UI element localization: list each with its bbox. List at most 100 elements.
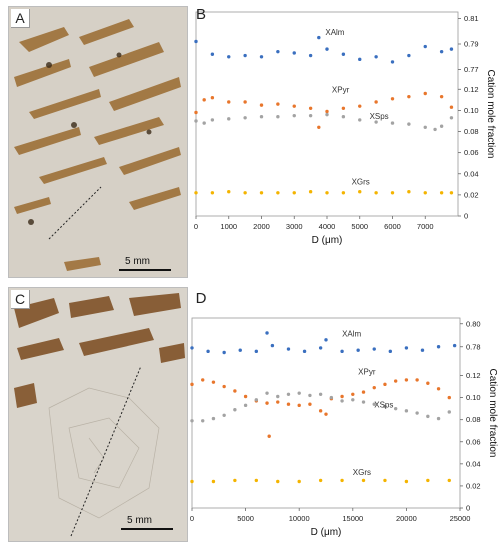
- traverse-line-a: [48, 186, 102, 240]
- chart-d-xpyr-point: [393, 379, 398, 383]
- chart-d-xsps-point: [201, 419, 205, 423]
- chart-b-xsps-point: [210, 118, 215, 122]
- chart-d-xsps-point: [265, 391, 269, 395]
- chart-b-xalm-point: [390, 60, 395, 64]
- chart-d-xalm-point: [318, 346, 323, 350]
- chart-d-xgrs-point: [276, 479, 280, 484]
- chart-d-xalm-point: [265, 331, 269, 335]
- chart-b-xpyr-point: [439, 94, 444, 99]
- chart-b-xalm-point: [439, 49, 444, 54]
- chart-b-xpyr-point: [325, 109, 329, 114]
- chart-b-xsps-point: [449, 116, 454, 120]
- chart-b-xalm-point: [276, 49, 280, 54]
- chart-d-xpyr-point: [383, 382, 387, 387]
- thin-section-a-graphic: [9, 7, 187, 277]
- chart-d-xgrs-series-label: XGrs: [353, 468, 371, 477]
- chart-d-xalm-point: [190, 346, 194, 350]
- chart-d-xsps-point: [351, 398, 355, 402]
- chart-d-xsps-point: [190, 419, 194, 423]
- thin-section-photo-a: A 5 mm: [8, 6, 188, 278]
- chart-d-xpyr-point: [201, 378, 205, 382]
- chart-d-xalm-point: [238, 348, 242, 352]
- chart-b-x-tick-label: 1000: [220, 222, 237, 231]
- chart-d-xsps-point: [211, 416, 216, 421]
- chart-b-xgrs-point: [423, 191, 427, 195]
- chart-d-xpyr-point: [286, 402, 291, 406]
- panel-label-b: B: [195, 6, 206, 23]
- chart-b-x-tick-label: 3000: [286, 222, 303, 231]
- chart-d-xpyr-point: [190, 382, 194, 387]
- chart-b-xpyr-point: [259, 103, 264, 107]
- chart-d-xgrs-point: [211, 479, 216, 484]
- chart-b-y-tick-label: 0.81: [464, 14, 479, 23]
- chart-b-xsps-point: [276, 115, 280, 119]
- chart-b-y-tick-label: 0.06: [464, 148, 479, 157]
- chart-d-xgrs-point: [383, 478, 387, 483]
- chart-b-xsps-point: [202, 121, 206, 125]
- chart-b-y-axis-label: Cation mole fraction: [485, 70, 496, 159]
- chart-d-xsps-point: [276, 394, 280, 399]
- chart-b-y-tick-label: 0.79: [464, 40, 479, 49]
- thin-section-photo-c: C 5 mm: [8, 287, 188, 542]
- chart-d-xsps-point: [233, 408, 237, 412]
- chart-b-xpyr-point: [374, 100, 378, 104]
- chart-b-xgrs-point: [210, 191, 215, 195]
- chart-b-xsps-point: [325, 112, 329, 117]
- chart-b-y-tick-label: 0.77: [464, 65, 479, 74]
- chart-b-xalm-point: [358, 57, 362, 62]
- chart-b-xgrs-point: [374, 191, 378, 195]
- chart-b-xgrs-point: [194, 191, 198, 195]
- chart-d-y-tick-label: 0.12: [466, 371, 481, 380]
- chart-d-xsps-point: [297, 391, 301, 395]
- chart-d-xsps-point: [415, 411, 419, 415]
- chart-b-xpyr-point: [194, 110, 198, 115]
- chart-d-x-axis-label: D (μm): [311, 527, 342, 538]
- chart-b-xsps-point: [433, 127, 437, 132]
- chart-b-container: B 0 1000 2000 3000 4000 5000 6000 7000 0.81 0.79 0…: [188, 4, 500, 288]
- chart-b-xpyr-point: [276, 102, 280, 106]
- chart-d-xalm-point: [286, 347, 291, 351]
- chart-b-xgrs-point: [407, 190, 411, 194]
- chart-d-xalm-series-label: XAlm: [342, 329, 361, 338]
- chart-b-xsps-point: [390, 121, 395, 125]
- chart-d-xpyr-point: [233, 389, 237, 393]
- chart-b-xalm-point: [423, 44, 427, 49]
- chart-d-xgrs-point: [190, 479, 194, 484]
- chart-d-xpyr-point: [361, 390, 366, 394]
- chart-b-xsps-point: [407, 122, 411, 126]
- chart-d-xpyr-point: [404, 378, 409, 382]
- chart-d-xalm-point: [270, 343, 275, 348]
- chart-d-xpyr-point: [276, 400, 280, 404]
- chart-b-x-tick-label: 5000: [351, 222, 368, 231]
- chart-b-xalm-point: [341, 52, 346, 56]
- chart-d-xalm-point: [356, 348, 360, 352]
- chart-d-xalm-point: [436, 345, 441, 349]
- chart-d-xgrs-point: [233, 478, 237, 483]
- chart-d-xpyr-point: [436, 387, 441, 391]
- chart-b-xgrs-point: [325, 191, 329, 195]
- chart-b-x-axis-label: D (μm): [312, 235, 343, 246]
- chart-b-xalm-point: [374, 55, 378, 59]
- chart-d-xpyr-point: [447, 395, 451, 400]
- chart-b-x-tick-label: 4000: [319, 222, 336, 231]
- chart-d-xsps-point: [436, 416, 441, 421]
- chart-d-xalm-point: [452, 343, 457, 348]
- chart-b-xpyr-point: [308, 106, 313, 110]
- chart-b-xalm-point: [407, 53, 411, 58]
- chart-d-xgrs-point: [447, 478, 451, 483]
- chart-b-xsps-point: [259, 115, 264, 119]
- chart-d-x-tick-label: 20000: [396, 514, 417, 523]
- chart-b-y-tick-label: 0: [464, 212, 468, 221]
- scale-bar-a: [119, 269, 171, 271]
- chart-b-xalm-point: [243, 53, 247, 58]
- chart-b-xalm-point: [227, 55, 231, 59]
- chart-b-xsps-point: [243, 116, 247, 120]
- thin-section-c-graphic: [9, 288, 187, 541]
- chart-b-xgrs-point: [358, 190, 362, 194]
- chart-d-xsps-point: [308, 393, 312, 398]
- chart-d-xsps-point: [286, 392, 291, 396]
- panel-label-d: D: [195, 290, 207, 307]
- chart-d-xalm-point: [372, 347, 376, 351]
- chart-b-xpyr-point: [423, 91, 427, 96]
- chart-b-y-tick-label: 0.10: [464, 106, 479, 115]
